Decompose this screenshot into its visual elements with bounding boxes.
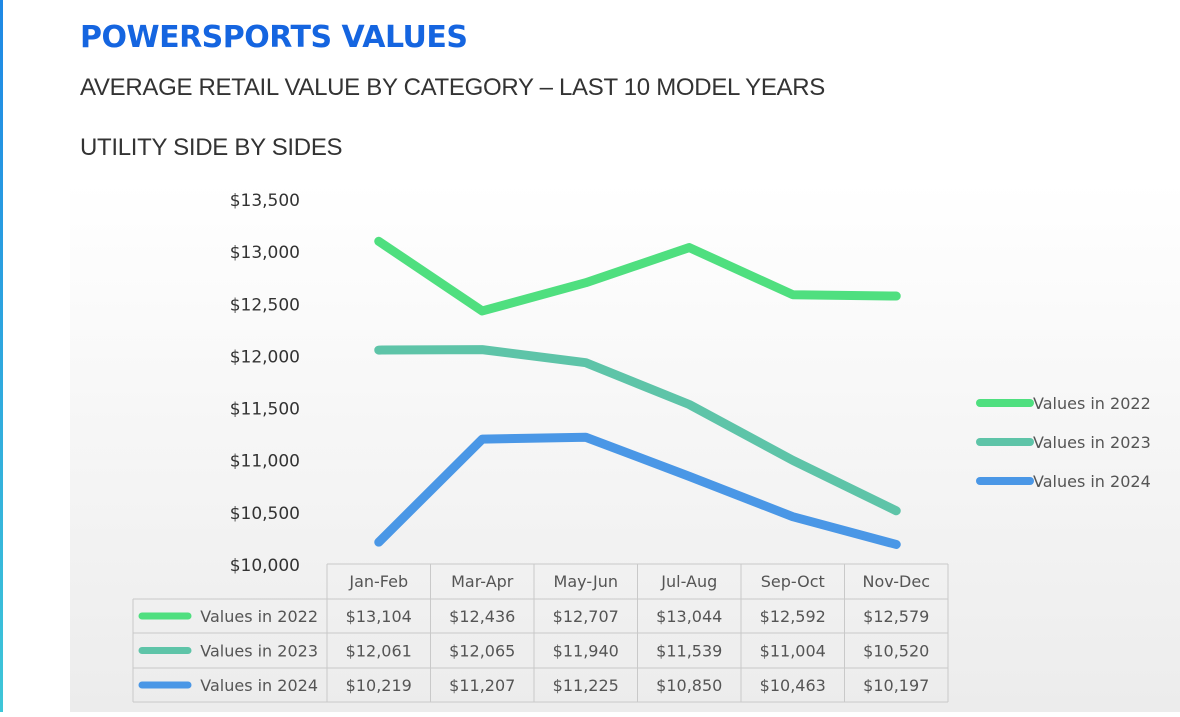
table-value-cell: $13,044 <box>656 607 722 626</box>
data-table: Jan-Feb Mar-Apr May-Jun Jul-Aug Sep-Oct Nov-D… <box>132 563 949 703</box>
legend-label: Values in 2022 <box>1033 394 1151 413</box>
y-tick-label: $12,000 <box>230 347 300 367</box>
table-value-cell: $10,520 <box>863 642 929 661</box>
page-title: POWERSPORTS VALUES <box>80 20 468 55</box>
x-category-label: May-Jun <box>554 572 618 591</box>
section-title: UTILITY SIDE BY SIDES <box>80 134 343 161</box>
table-value-cell: $12,061 <box>346 642 412 661</box>
y-tick-label: $11,500 <box>230 400 300 420</box>
table-value-cell: $11,004 <box>760 642 826 661</box>
table-value-cell: $12,065 <box>449 642 515 661</box>
series-lines <box>374 236 901 549</box>
table-value-cell: $10,197 <box>863 676 929 695</box>
x-category-label: Jul-Aug <box>660 572 717 591</box>
legend-label: Values in 2023 <box>1033 433 1151 452</box>
table-series-label: Values in 2022 <box>200 607 318 626</box>
legend: Values in 2022 Values in 2023 Values in 20… <box>976 394 1151 491</box>
table-value-cell: $12,436 <box>449 607 515 626</box>
table-value-cell: $10,463 <box>760 676 826 695</box>
x-category-label: Sep-Oct <box>761 572 825 591</box>
table-value-cell: $10,219 <box>346 676 412 695</box>
table-value-cell: $12,592 <box>760 607 826 626</box>
table-series-label: Values in 2024 <box>200 676 318 695</box>
y-tick-label: $10,500 <box>230 504 300 524</box>
table-series-label: Values in 2023 <box>200 642 318 661</box>
x-category-label: Jan-Feb <box>348 572 408 591</box>
series-line-2022 <box>374 236 901 316</box>
table-value-cell: $13,104 <box>346 607 412 626</box>
y-tick-label: $12,500 <box>230 295 300 315</box>
table-value-cell: $11,539 <box>656 642 722 661</box>
page-subtitle: AVERAGE RETAIL VALUE BY CATEGORY – LAST … <box>80 74 825 101</box>
table-value-cell: $11,207 <box>449 676 515 695</box>
table-value-cell: $12,579 <box>863 607 929 626</box>
y-tick-label: $11,000 <box>230 452 300 472</box>
legend-label: Values in 2024 <box>1033 472 1151 491</box>
y-tick-label: $10,000 <box>230 556 300 576</box>
table-value-cell: $12,707 <box>553 607 619 626</box>
y-tick-label: $13,000 <box>230 243 300 263</box>
accent-bar <box>0 0 3 712</box>
series-line-2023 <box>374 345 901 516</box>
x-category-label: Nov-Dec <box>862 572 930 591</box>
y-tick-label: $13,500 <box>230 191 300 211</box>
series-line-2024 <box>374 432 901 549</box>
table-value-cell: $10,850 <box>656 676 722 695</box>
y-axis: $10,000 $10,500 $11,000 $11,500 $12,000 $12,5… <box>230 191 300 576</box>
table-value-cell: $11,225 <box>553 676 619 695</box>
table-value-cell: $11,940 <box>553 642 619 661</box>
x-category-label: Mar-Apr <box>451 572 514 591</box>
